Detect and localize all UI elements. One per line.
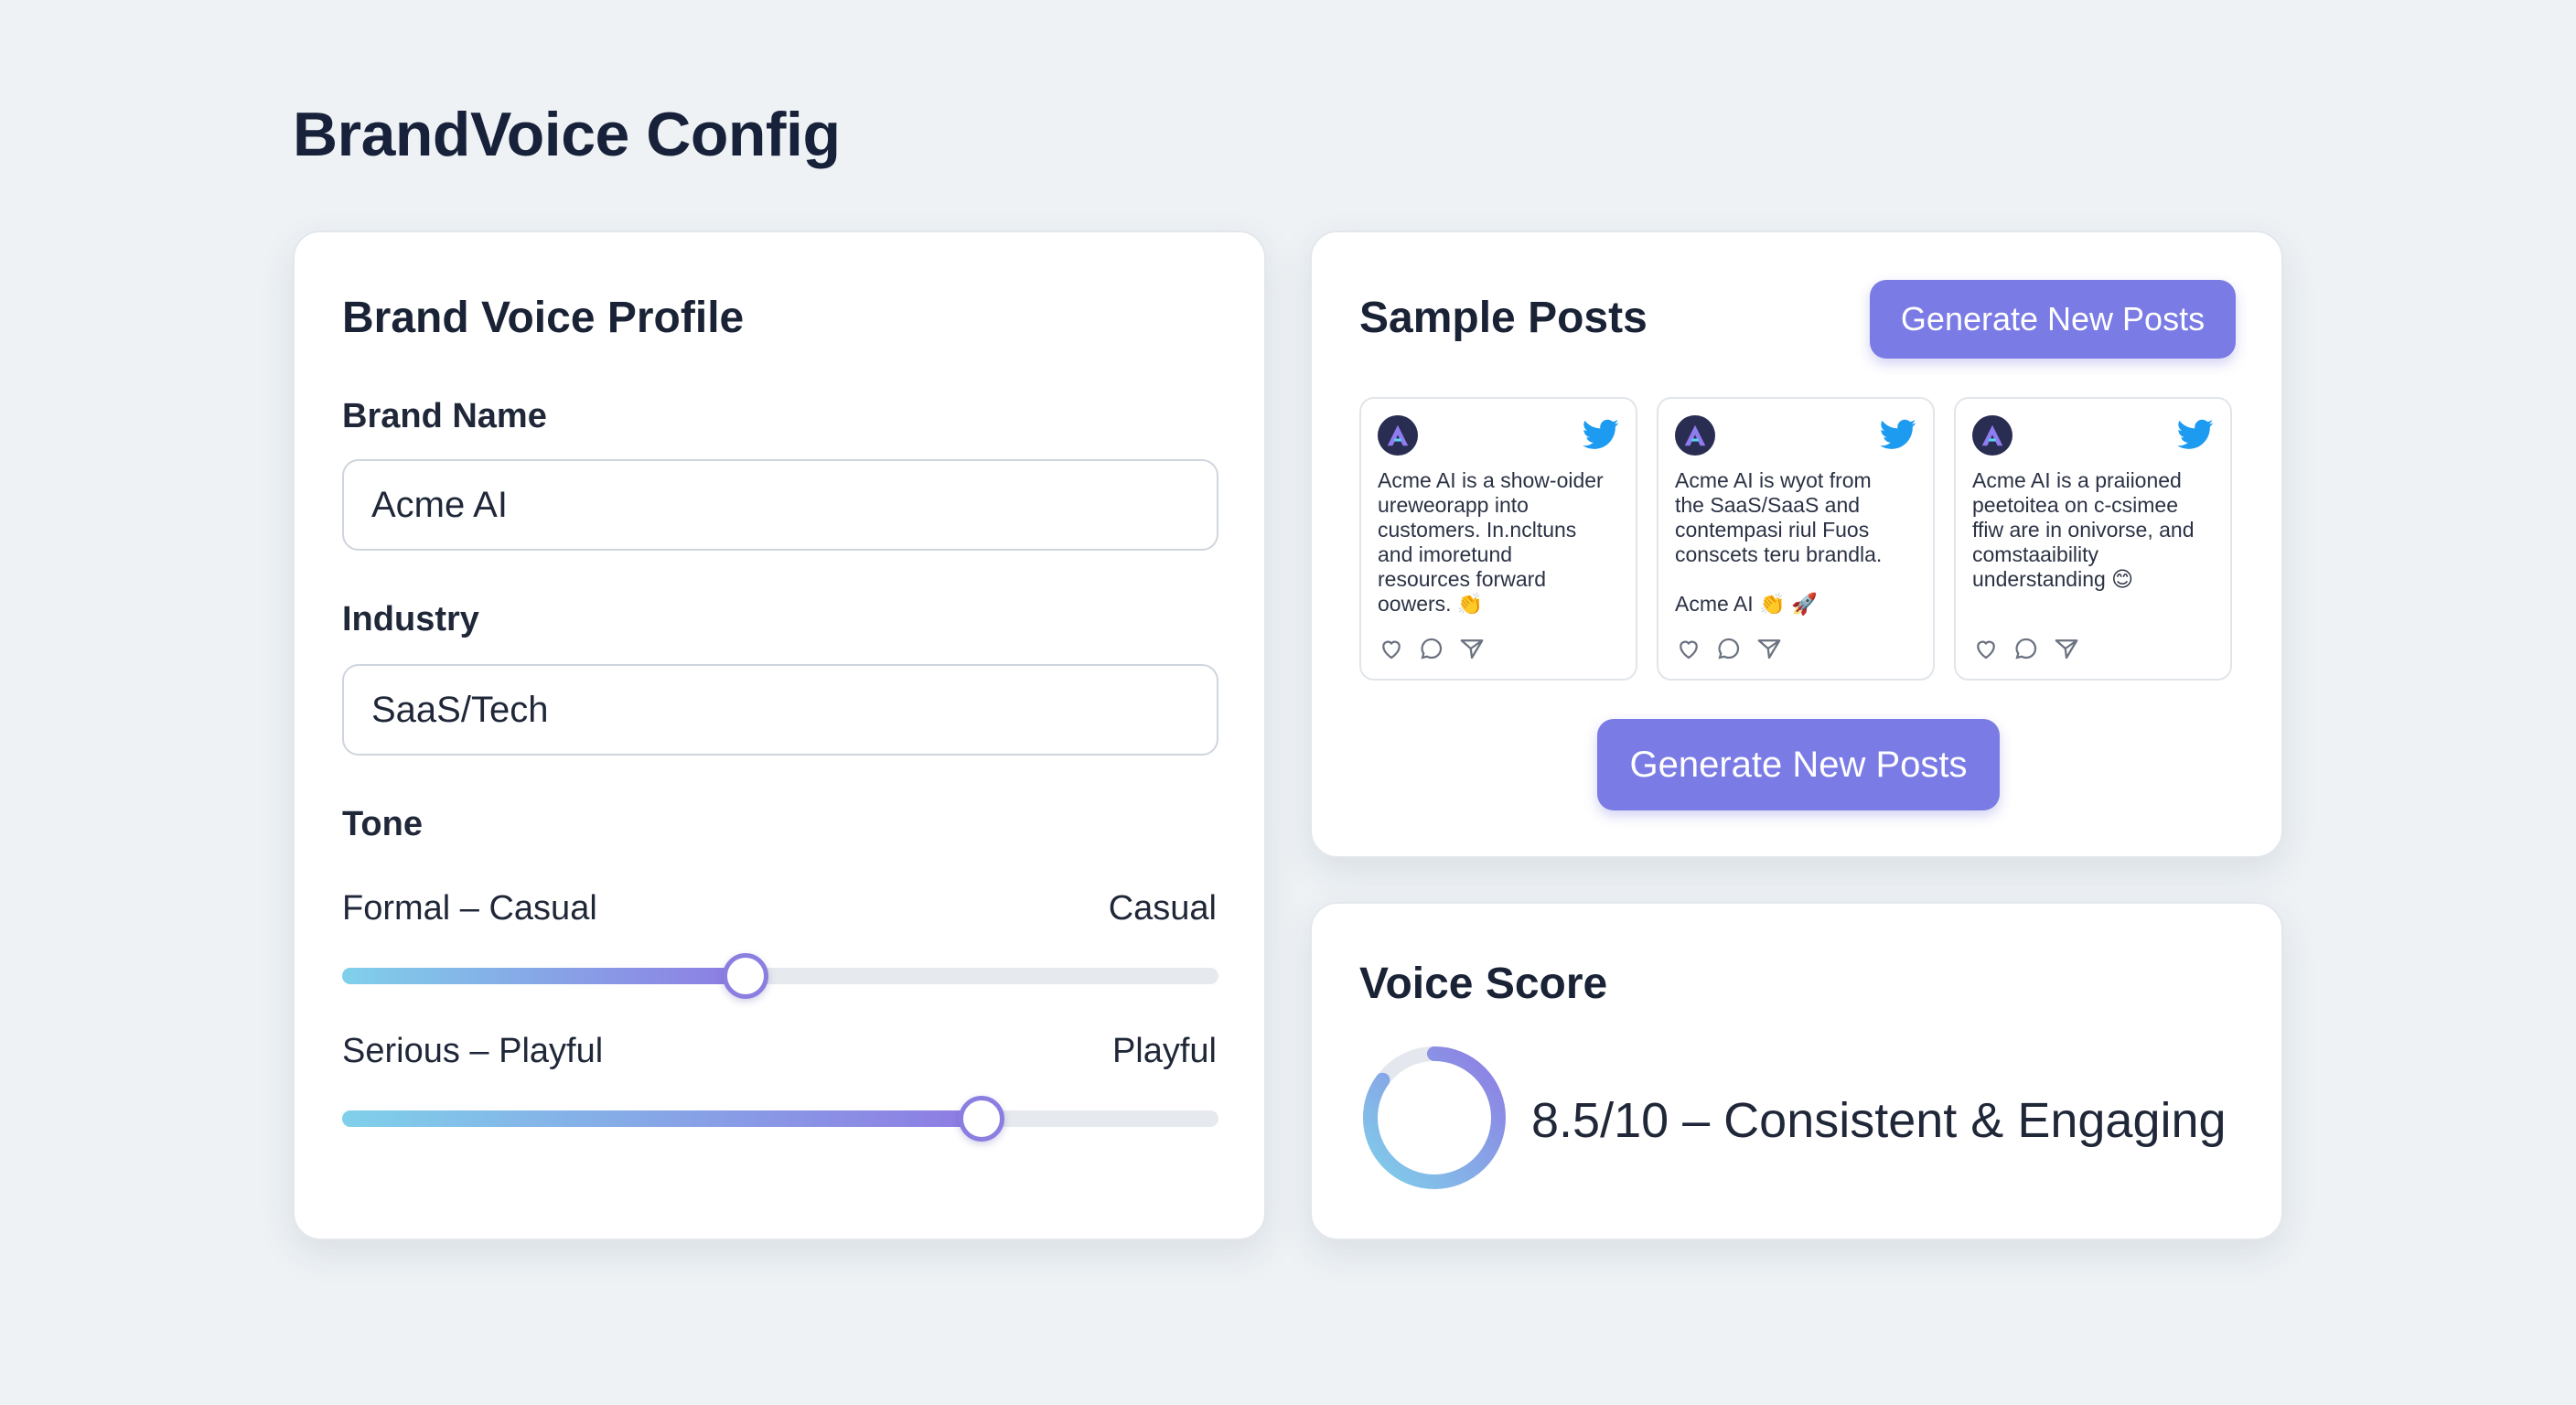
brand-logo-icon <box>1387 424 1409 446</box>
formal-casual-slider-thumb[interactable] <box>722 953 768 999</box>
generate-new-posts-button[interactable]: Generate New Posts <box>1597 719 2000 810</box>
brand-logo-icon <box>1981 424 2003 446</box>
twitter-icon <box>1583 419 1619 449</box>
comment-icon[interactable] <box>2012 635 2040 662</box>
brand-name-input[interactable] <box>342 459 1218 551</box>
brand-avatar <box>1675 415 1715 456</box>
heart-icon[interactable] <box>1675 635 1702 662</box>
brand-name-label: Brand Name <box>342 397 547 435</box>
serious-playful-slider[interactable] <box>342 1096 1218 1142</box>
voice-score-text: 8.5/10 – Consistent & Engaging <box>1531 1093 2227 1148</box>
formal-casual-slider[interactable] <box>342 953 1218 999</box>
industry-input[interactable] <box>342 664 1218 756</box>
share-icon[interactable] <box>1755 635 1783 662</box>
tone-label: Tone <box>342 805 423 843</box>
page-title: BrandVoice Config <box>293 100 841 169</box>
voice-score-ring <box>1363 1046 1506 1189</box>
sample-posts-card: Sample Posts Generate New Posts Acme AI … <box>1310 231 2283 858</box>
serious-playful-label: Serious – Playful <box>342 1032 604 1070</box>
score-ring-arc <box>1363 1046 1506 1189</box>
post-text: Acme AI is a show-oider ureweorapp into … <box>1378 468 1604 616</box>
twitter-icon <box>2177 419 2214 449</box>
brand-avatar <box>1972 415 2012 456</box>
score-card-title: Voice Score <box>1359 960 1608 1008</box>
industry-label: Industry <box>342 600 479 638</box>
post-actions <box>1675 635 1783 662</box>
sample-post-2: Acme AI is wyot from the SaaS/SaaS and c… <box>1657 397 1935 681</box>
sample-post-1: Acme AI is a show-oider ureweorapp into … <box>1359 397 1637 681</box>
post-actions <box>1378 635 1486 662</box>
share-icon[interactable] <box>2053 635 2080 662</box>
serious-playful-slider-thumb[interactable] <box>959 1096 1005 1142</box>
formal-casual-value: Casual <box>1108 889 1217 928</box>
formal-casual-slider-fill <box>342 968 746 984</box>
comment-icon[interactable] <box>1418 635 1445 662</box>
post-text: Acme AI is a praiioned peetoitea on c-cs… <box>1972 468 2195 591</box>
heart-icon[interactable] <box>1378 635 1405 662</box>
profile-card-title: Brand Voice Profile <box>342 294 745 342</box>
voice-score-card: Voice Score 8.5/10 – Consistent & Engagi… <box>1310 902 2283 1240</box>
generate-new-posts-button-top[interactable]: Generate New Posts <box>1870 280 2236 359</box>
brand-voice-profile-card: Brand Voice Profile Brand Name Industry … <box>293 231 1266 1240</box>
sample-post-3: Acme AI is a praiioned peetoitea on c-cs… <box>1954 397 2232 681</box>
twitter-icon <box>1880 419 1916 449</box>
comment-icon[interactable] <box>1715 635 1743 662</box>
post-actions <box>1972 635 2080 662</box>
serious-playful-value: Playful <box>1111 1032 1217 1070</box>
formal-casual-label: Formal – Casual <box>342 889 597 928</box>
brand-avatar <box>1378 415 1418 456</box>
brand-logo-icon <box>1684 424 1706 446</box>
heart-icon[interactable] <box>1972 635 2000 662</box>
post-text: Acme AI is wyot from the SaaS/SaaS and c… <box>1675 468 1883 616</box>
share-icon[interactable] <box>1458 635 1486 662</box>
serious-playful-slider-fill <box>342 1110 982 1127</box>
posts-card-title: Sample Posts <box>1359 294 1648 342</box>
